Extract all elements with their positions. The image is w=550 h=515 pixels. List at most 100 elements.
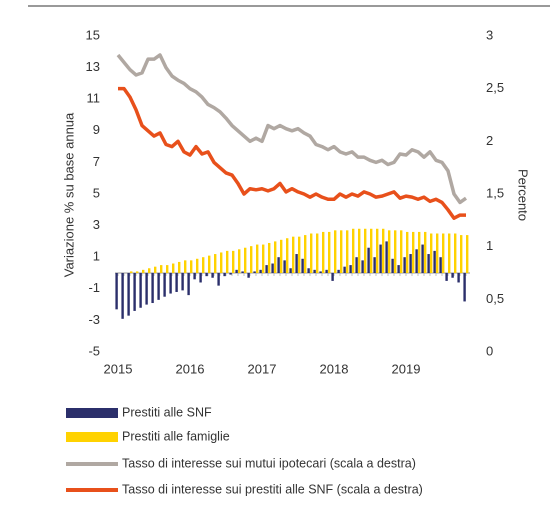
bar: [232, 250, 235, 273]
bar: [250, 246, 253, 273]
bar: [175, 273, 178, 292]
bar: [460, 235, 463, 273]
bar: [115, 273, 118, 310]
bar: [169, 273, 172, 294]
y-tick-label: 5: [93, 185, 100, 200]
bar: [208, 255, 211, 273]
bar: [283, 260, 286, 273]
bar: [211, 273, 214, 278]
bar: [439, 257, 442, 273]
bar: [436, 233, 439, 273]
legend-label: Tasso di interesse sui mutui ipotecari (…: [122, 456, 416, 470]
bar: [445, 273, 448, 281]
bar: [427, 254, 430, 273]
bar: [370, 228, 373, 273]
legend-swatch: [66, 408, 118, 418]
bar: [268, 242, 271, 273]
bar: [316, 233, 319, 273]
bar: [319, 271, 322, 273]
bar: [214, 254, 217, 273]
bar: [262, 244, 265, 273]
bar: [310, 233, 313, 273]
bar: [226, 250, 229, 273]
y-tick-label: -1: [88, 280, 100, 295]
bar: [241, 271, 244, 273]
y2-tick-label: 2: [486, 133, 493, 148]
bar: [397, 265, 400, 273]
bar: [187, 273, 190, 296]
y2-tick-label: 0: [486, 343, 493, 358]
bar: [202, 257, 205, 273]
bar: [442, 233, 445, 273]
bar: [229, 273, 232, 275]
bar: [259, 269, 262, 273]
y-axis-label: Variazione % su base annua: [61, 112, 76, 277]
bar: [298, 236, 301, 273]
legend-label: Tasso di interesse sui prestiti alle SNF…: [122, 482, 423, 496]
bar: [448, 233, 451, 273]
y-tick-label: -3: [88, 312, 100, 327]
bar: [145, 273, 148, 305]
bar: [142, 269, 145, 273]
bar: [157, 273, 160, 300]
legend-swatch: [66, 432, 118, 442]
bar: [307, 268, 310, 273]
bar: [274, 241, 277, 273]
bar: [433, 250, 436, 273]
bar: [322, 231, 325, 273]
bar: [139, 273, 142, 308]
x-tick-label: 2019: [392, 361, 421, 376]
y2-tick-label: 3: [486, 27, 493, 42]
bar: [415, 249, 418, 273]
bar: [127, 273, 130, 316]
bar: [280, 239, 283, 273]
y2-tick-label: 1,5: [486, 185, 504, 200]
bar: [148, 268, 151, 273]
bar: [205, 273, 208, 277]
y-tick-label: 13: [86, 59, 100, 74]
bar: [256, 244, 259, 273]
bar: [313, 269, 316, 273]
bar: [334, 230, 337, 273]
bar: [154, 266, 157, 273]
bar: [163, 273, 166, 297]
bar: [304, 235, 307, 273]
line: [118, 86, 466, 220]
bar: [463, 273, 466, 302]
bar: [235, 269, 238, 273]
bar: [160, 265, 163, 273]
bar: [355, 257, 358, 273]
bar: [253, 271, 256, 273]
bar: [382, 228, 385, 273]
bar: [223, 273, 226, 277]
bar: [406, 231, 409, 273]
bar: [367, 247, 370, 273]
bar: [418, 231, 421, 273]
bar: [376, 228, 379, 273]
bar: [328, 231, 331, 273]
bar: [364, 228, 367, 273]
bar: [412, 231, 415, 273]
bar: [130, 271, 133, 273]
bar: [361, 260, 364, 273]
y2-tick-label: 0,5: [486, 291, 504, 306]
bar: [121, 273, 124, 319]
bar: [457, 273, 460, 283]
y-tick-label: -5: [88, 343, 100, 358]
bar: [151, 273, 154, 304]
bar: [133, 273, 136, 311]
bar: [292, 236, 295, 273]
bar: [220, 252, 223, 273]
bar: [358, 228, 361, 273]
y-tick-label: 7: [93, 154, 100, 169]
bar: [454, 233, 457, 273]
bar: [391, 258, 394, 273]
y2-tick-label: 2,5: [486, 80, 504, 95]
bar: [178, 261, 181, 273]
bar: [244, 247, 247, 273]
bar: [403, 257, 406, 273]
x-tick-label: 2015: [104, 361, 133, 376]
x-tick-label: 2016: [176, 361, 205, 376]
bar: [193, 273, 196, 280]
